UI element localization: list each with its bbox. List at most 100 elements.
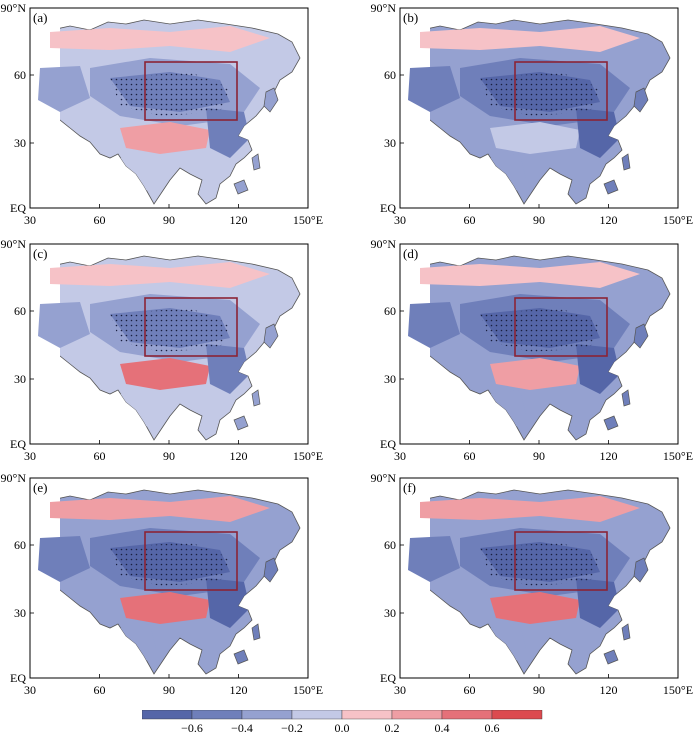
lat-tick-label: 90°N [371,471,397,485]
islands [603,557,649,665]
map-panel-b: (b) 90°N 60 30 EQ 30 60 90 120 150°E [370,0,700,232]
lat-tick-label: EQ [10,437,26,451]
lon-tick-label: 60 [464,449,476,463]
islands [233,87,279,195]
lon-tick-label: 30 [394,683,406,697]
significance-stipple [110,308,230,352]
islands [603,323,649,431]
lat-tick-label: 30 [384,136,396,150]
lat-tick-label: EQ [10,201,26,215]
lat-tick-label: 60 [14,538,26,552]
lat-tick-label: EQ [10,671,26,685]
significance-stipple [110,542,230,586]
islands [233,323,279,431]
coastline [430,19,671,205]
colorbar-swatch [291,709,343,720]
lat-tick-label: 30 [14,136,26,150]
lon-tick-label: 150°E [663,213,693,227]
anomaly-region [490,592,580,624]
study-region-box [144,297,238,357]
coastline [430,255,671,441]
lat-tick-label: EQ [380,437,396,451]
lat-tick-label: 90°N [371,1,397,15]
anomaly-region [490,122,580,154]
map-panel-c: (c) 90°N 60 30 EQ 30 60 90 120 150°E [0,236,330,468]
anomaly-region [420,496,640,522]
lat-tick-label: 90°N [1,1,27,15]
anomaly-region [408,66,460,112]
map-panel-e: (e) 90°N 60 30 EQ 30 60 90 120 150°E [0,470,330,702]
coastline [60,255,301,441]
anomaly-region [38,536,90,582]
anomaly-region [120,358,210,390]
lon-tick-label: 30 [24,213,36,227]
colorbar-tick-label: 0.2 [385,721,400,734]
anomaly-region [420,26,640,52]
significance-stipple [480,542,600,586]
lon-tick-label: 60 [94,683,106,697]
lon-tick-label: 120 [230,449,248,463]
anomaly-region [50,262,270,288]
map-panel-a: (a) 90°N 60 30 EQ 30 60 90 120 150°E [0,0,330,232]
significance-stipple [480,308,600,352]
anomaly-region [120,624,156,664]
anomaly-region [120,122,210,154]
lon-tick-label: 150°E [293,683,323,697]
anomaly-region [38,302,90,348]
colorbar-swatch [341,709,393,720]
lat-tick-label: 60 [14,304,26,318]
islands [603,87,649,195]
anomaly-region [420,262,640,288]
lon-tick-label: 120 [600,213,618,227]
lon-tick-label: 150°E [293,449,323,463]
map-panel-f: (f) 90°N 60 30 EQ 30 60 90 120 150°E [370,470,700,702]
lon-tick-label: 60 [94,213,106,227]
anomaly-region [50,496,270,522]
significance-stipple [110,72,230,116]
lon-tick-label: 150°E [293,213,323,227]
lon-tick-label: 120 [230,213,248,227]
lat-tick-label: 90°N [371,237,397,251]
lon-tick-label: 120 [230,683,248,697]
anomaly-region [490,154,526,194]
study-region-box [514,297,608,357]
lon-tick-label: 90 [533,683,545,697]
panel-label: (f) [403,480,416,495]
colorbar-tick-label: −0.2 [281,721,303,734]
lat-tick-label: 60 [384,304,396,318]
lat-tick-label: 60 [384,538,396,552]
coastline [60,489,301,675]
anomaly-region [490,358,580,390]
panel-label: (e) [33,480,47,495]
lon-tick-label: 30 [24,449,36,463]
lat-tick-label: 90°N [1,237,27,251]
study-region-box [514,531,608,591]
study-region-box [514,61,608,121]
lat-tick-label: EQ [380,201,396,215]
panel-label: (a) [33,10,47,25]
lat-tick-label: 60 [384,68,396,82]
colorbar-swatch [241,709,293,720]
colorbar-svg: −0.6 −0.4 −0.2 0.0 0.2 0.4 0.6 [141,709,543,735]
colorbar: −0.6 −0.4 −0.2 0.0 0.2 0.4 0.6 [141,709,562,739]
colorbar-swatch [491,709,543,720]
lon-tick-label: 90 [533,213,545,227]
significance-stipple [480,72,600,116]
colorbar-swatch [391,709,443,720]
lat-tick-label: 60 [14,68,26,82]
colorbar-swatch [191,709,243,720]
anomaly-region [120,390,156,430]
panel-label: (c) [33,246,47,261]
study-region-box [144,61,238,121]
lon-tick-label: 150°E [663,683,693,697]
lon-tick-label: 60 [94,449,106,463]
lon-tick-label: 30 [394,213,406,227]
lon-tick-label: 150°E [663,449,693,463]
colorbar-tick-label: 0.6 [485,721,500,734]
